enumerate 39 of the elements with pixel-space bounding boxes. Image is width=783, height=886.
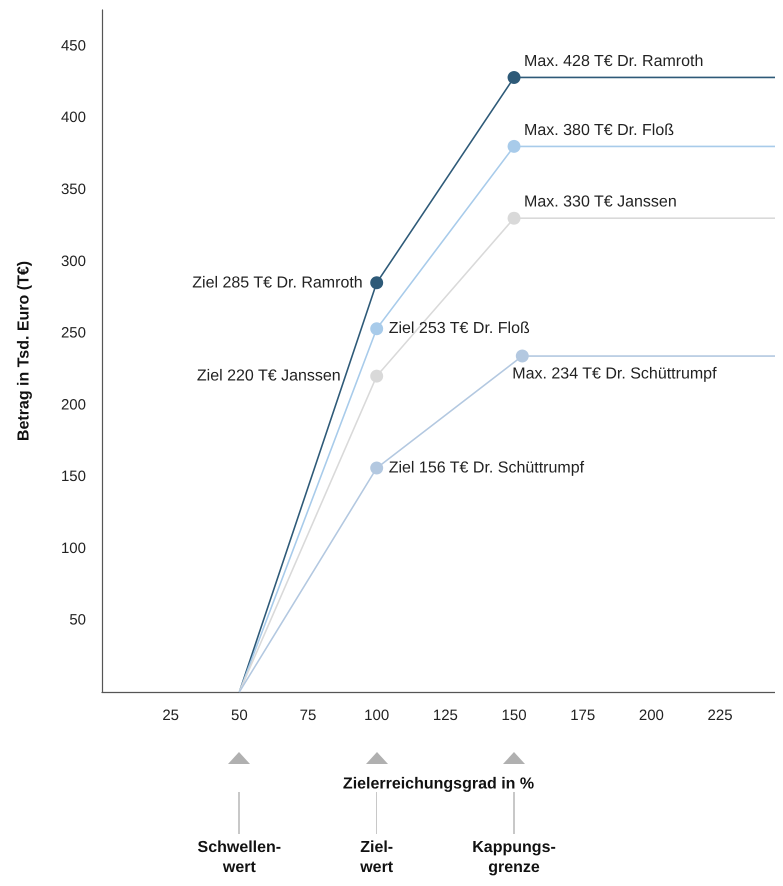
annotation: Ziel 220 T€ Janssen [196, 368, 341, 385]
y-tick-label: 300 [60, 252, 86, 270]
x-tick-label: 50 [231, 707, 248, 724]
y-tick-label: 350 [60, 180, 86, 198]
x-tick-label: 100 [364, 707, 390, 724]
x-tick-label: 125 [432, 707, 458, 724]
ref-line-label: Ziel- wert [359, 838, 394, 878]
x-tick-label: 225 [708, 707, 733, 724]
ref-line-label: Schwellen- wert [196, 838, 282, 878]
y-axis-title: Betrag in Tsd. Euro (T€) [16, 260, 32, 442]
point [370, 370, 384, 383]
annotation: Max. 330 T€ Janssen [524, 194, 677, 211]
y-tick-label: 100 [60, 540, 86, 557]
annotation: Ziel 253 T€ Dr. Floß [388, 320, 530, 338]
annotation: Ziel 285 T€ Dr. Ramroth [192, 274, 363, 292]
y-tick-label: 450 [60, 37, 86, 54]
point [370, 322, 384, 336]
x-tick-label: 175 [570, 707, 596, 724]
y-tick-label: 400 [60, 109, 86, 126]
y-tick-label: 50 [69, 612, 86, 629]
annotation: Max. 380 T€ Dr. Floß [524, 122, 674, 139]
point [508, 140, 521, 153]
x-axis-title: Zielerreichungsgrad in % [342, 776, 534, 792]
point [508, 212, 521, 225]
x-tick-label: 150 [502, 707, 527, 724]
point [516, 350, 529, 363]
x-tick-label: 75 [300, 707, 316, 724]
y-tick-label: 250 [60, 324, 86, 342]
point [370, 276, 384, 290]
ref-line-label: Kappungs- grenze [471, 838, 557, 878]
annotation: Max. 428 T€ Dr. Ramroth [524, 52, 704, 70]
annotation: Max. 234 T€ Dr. Schüttrumpf [512, 366, 718, 383]
annotation: Ziel 156 T€ Dr. Schüttrumpf [388, 460, 585, 477]
point [370, 462, 384, 475]
point [508, 70, 521, 84]
y-tick-label: 150 [60, 468, 86, 486]
y-tick-label: 200 [60, 396, 86, 414]
x-tick-label: 25 [162, 707, 180, 724]
x-tick-label: 200 [638, 707, 664, 724]
